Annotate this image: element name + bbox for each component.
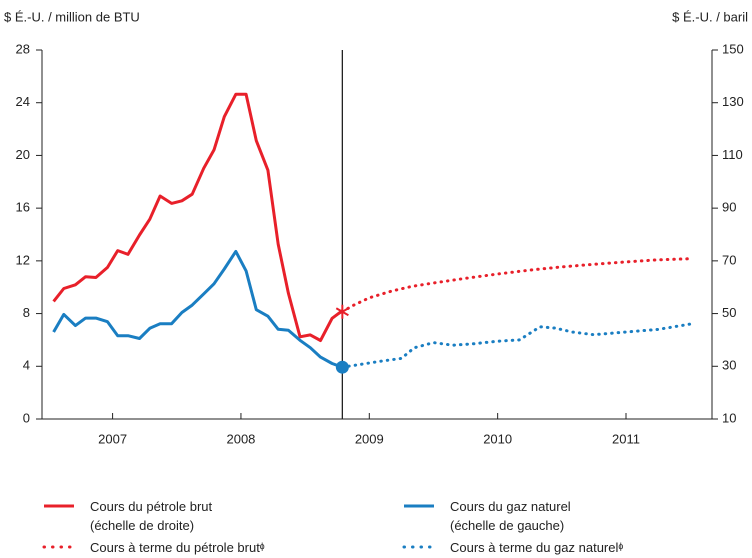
series-line — [52, 92, 344, 342]
y-tick-label: 4 — [23, 358, 30, 373]
series-line — [340, 257, 692, 314]
y-tick-label: 16 — [16, 200, 30, 215]
x-tick-label: 2011 — [612, 431, 640, 446]
start-marker — [335, 304, 349, 319]
y2-tick-label: 110 — [722, 147, 743, 162]
y2-tick-label: 30 — [722, 358, 736, 373]
y2-tick-label: 130 — [722, 94, 744, 109]
y-tick-label: 12 — [16, 252, 30, 267]
legend-label: Cours à terme du gaz naturelᶲ — [450, 540, 624, 555]
start-marker — [335, 360, 349, 374]
series-line — [340, 322, 692, 369]
series-line — [52, 249, 343, 369]
y2-tick-label: 10 — [722, 410, 736, 425]
legend-swatch — [44, 504, 74, 508]
x-tick-label: 2007 — [98, 431, 127, 446]
y2-tick-label: 150 — [722, 41, 744, 56]
x-tick-label: 2009 — [355, 431, 384, 446]
legend-swatch — [402, 545, 436, 549]
legend-label: Cours à terme du pétrole brutᶲ — [90, 540, 265, 555]
y-tick-label: 0 — [23, 410, 30, 425]
y2-tick-label: 50 — [722, 305, 736, 320]
y-tick-label: 28 — [16, 41, 30, 56]
y-tick-label: 20 — [16, 147, 30, 162]
y2-axis-title: $ É.-U. / baril — [672, 9, 748, 24]
y-axis-title: $ É.-U. / million de BTU — [4, 9, 140, 24]
y-tick-label: 24 — [16, 94, 30, 109]
legend-swatch — [404, 504, 434, 508]
y-tick-label: 8 — [23, 305, 30, 320]
x-tick-label: 2010 — [483, 431, 512, 446]
y2-tick-label: 90 — [722, 200, 736, 215]
legend-label: Cours du pétrole brut (échelle de droite… — [90, 499, 213, 533]
y2-tick-label: 70 — [722, 252, 736, 267]
legend-swatch — [42, 545, 76, 549]
x-tick-label: 2008 — [226, 431, 255, 446]
chart: $ É.-U. / million de BTU $ É.-U. / baril… — [4, 9, 748, 446]
legend-label: Cours du gaz naturel (échelle de gauche) — [450, 499, 571, 533]
